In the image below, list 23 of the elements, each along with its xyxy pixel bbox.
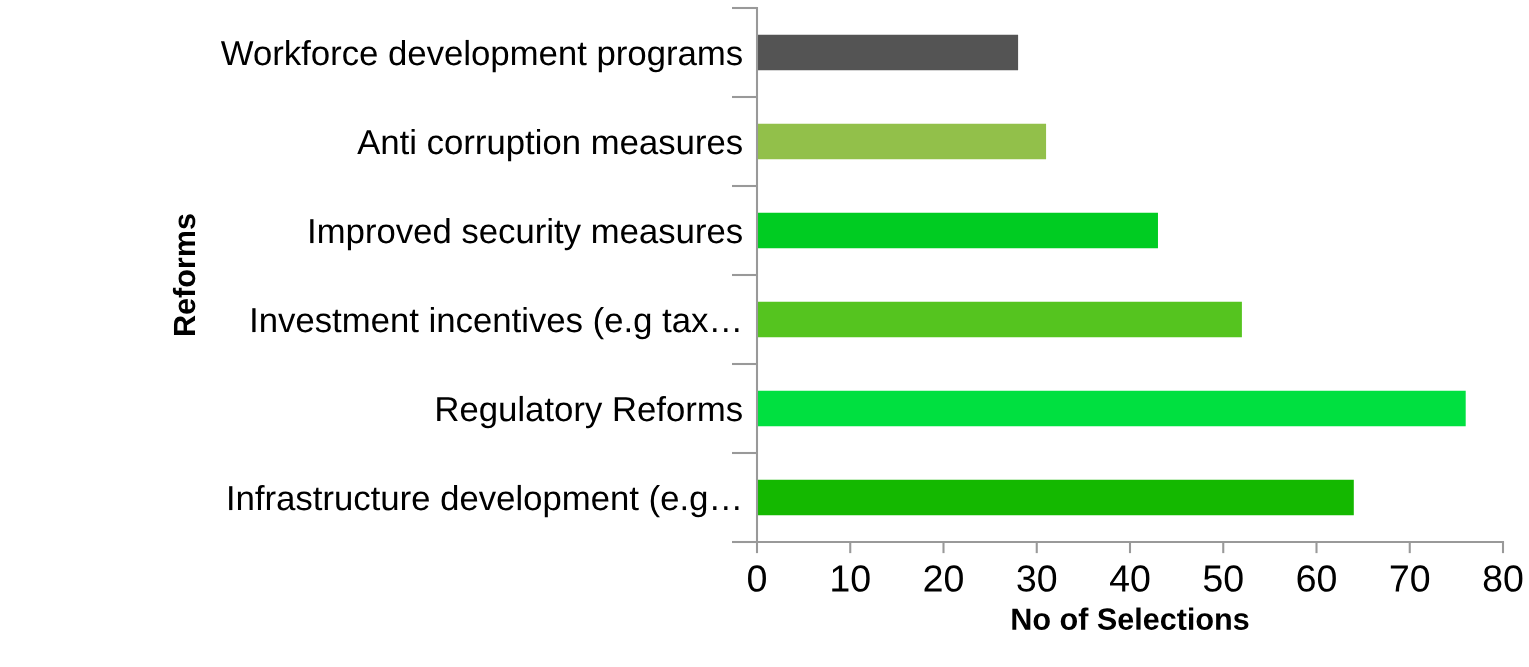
bar	[757, 123, 1047, 160]
bar	[757, 212, 1158, 249]
y-tick-label: Regulatory Reforms	[437, 395, 742, 429]
bar	[757, 301, 1242, 338]
x-tick-label: 40	[1110, 565, 1150, 592]
x-tick-label: 50	[1203, 565, 1243, 592]
x-tick-label: 70	[1390, 565, 1430, 592]
bar	[757, 479, 1354, 516]
x-tick-label: 20	[924, 565, 963, 592]
x-tick-label: 30	[1017, 565, 1057, 592]
x-tick-label: 0	[748, 565, 766, 592]
bar	[757, 34, 1019, 71]
x-axis-title: No of Selections	[1012, 607, 1249, 630]
bar	[757, 390, 1466, 427]
x-tick-label: 60	[1297, 565, 1336, 592]
y-axis-title: Reforms	[172, 214, 196, 335]
y-tick-label: Infrastructure development (e.g…	[229, 484, 739, 518]
y-tick-label: Anti corruption measures	[357, 128, 742, 162]
y-tick-label: Investment incentives (e.g tax…	[252, 306, 739, 340]
y-tick-label: Improved security measures	[310, 217, 742, 251]
x-tick-label: 80	[1483, 565, 1523, 592]
y-tick-label: Workforce development programs	[220, 39, 742, 73]
x-tick-label: 10	[832, 565, 870, 592]
